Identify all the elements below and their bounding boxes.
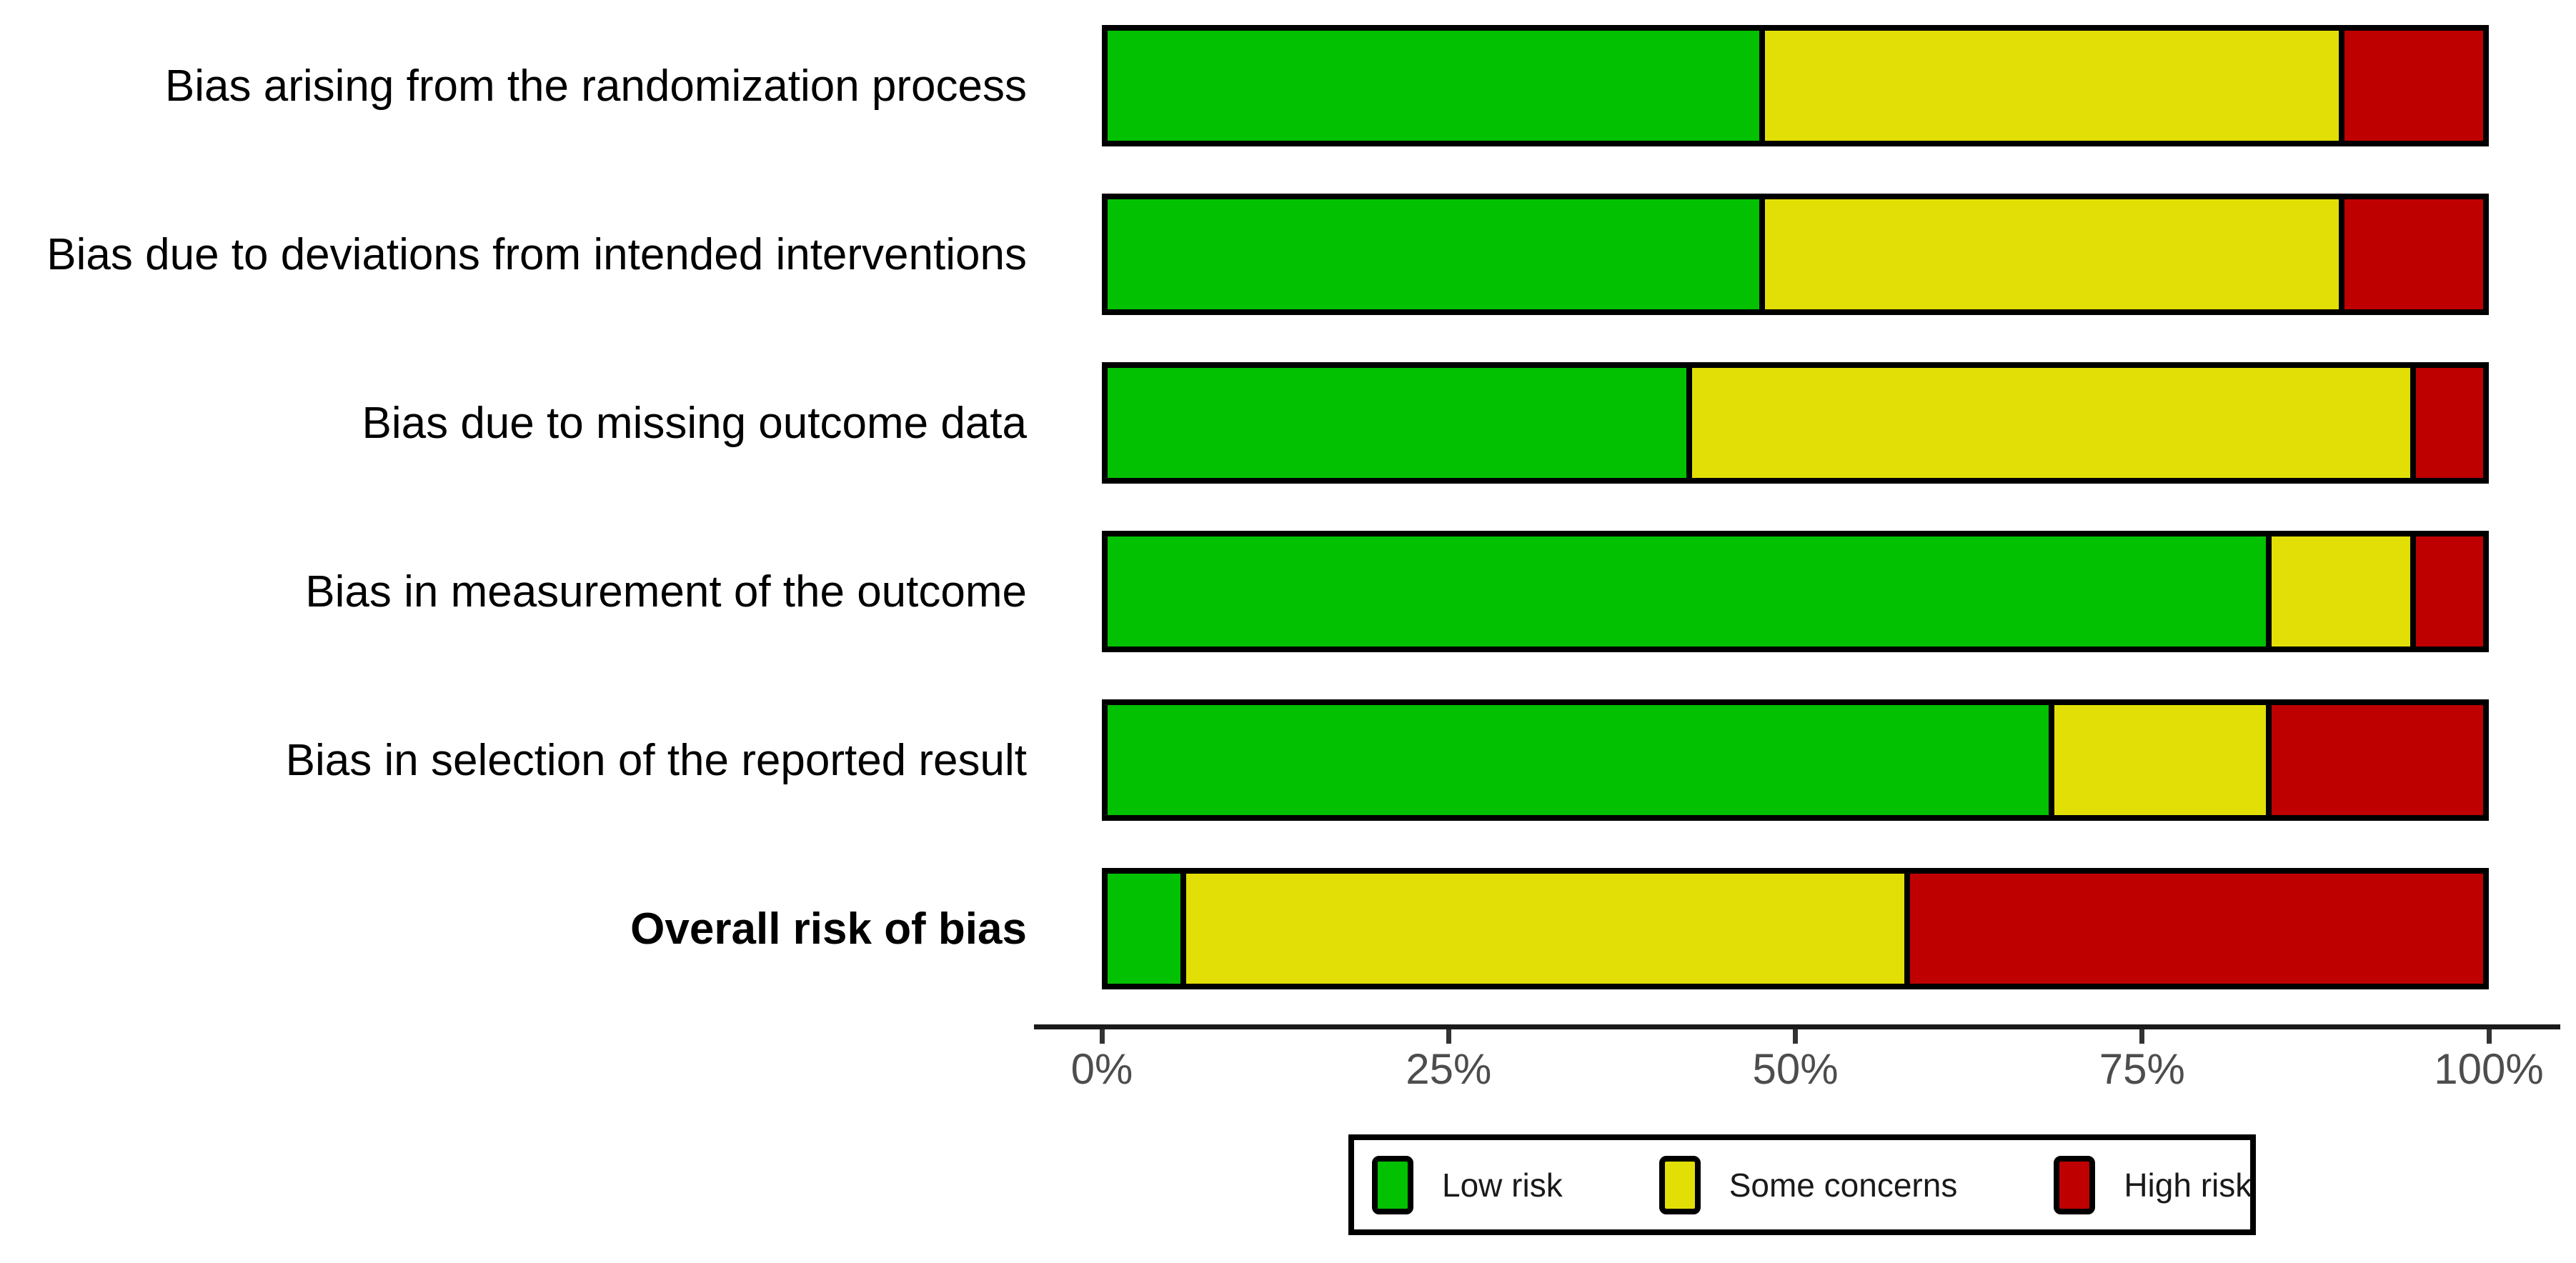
bar-segment-high-risk — [2410, 368, 2483, 478]
category-label: Bias in selection of the reported result — [285, 735, 1027, 785]
bar-segment-some-concerns — [1759, 31, 2339, 141]
bar-segment-low-risk — [1108, 705, 2049, 815]
category-label: Bias due to missing outcome data — [362, 398, 1027, 448]
legend-label: Low risk — [1442, 1166, 1563, 1204]
bar-segment-some-concerns — [2265, 536, 2410, 647]
bar-segment-high-risk — [2338, 199, 2483, 309]
stacked-bar — [1102, 868, 2489, 989]
stacked-bar — [1102, 531, 2489, 652]
legend-swatch-some-concerns — [1659, 1155, 1701, 1214]
legend: Low risk Some concerns High risk — [1348, 1134, 2256, 1235]
bar-segment-low-risk — [1108, 874, 1181, 984]
legend-item: Low risk — [1372, 1155, 1563, 1214]
x-axis-tick — [2139, 1029, 2145, 1044]
category-label: Bias due to deviations from intended int… — [46, 229, 1027, 279]
legend-swatch-high-risk — [2054, 1155, 2096, 1214]
category-label: Overall risk of bias — [630, 904, 1027, 954]
stacked-bar — [1102, 362, 2489, 484]
bar-segment-some-concerns — [1180, 874, 1904, 984]
bar-segment-low-risk — [1108, 368, 1687, 478]
stacked-bar — [1102, 699, 2489, 821]
bar-segment-high-risk — [2265, 705, 2483, 815]
bar-segment-some-concerns — [2048, 705, 2266, 815]
legend-item: Some concerns — [1659, 1155, 1958, 1214]
x-axis-line — [1034, 1024, 2560, 1029]
x-axis-tick-label: 50% — [1752, 1045, 1839, 1093]
stacked-bar — [1102, 25, 2489, 146]
x-axis-tick — [1099, 1029, 1105, 1044]
x-axis-tick-label: 0% — [1070, 1045, 1133, 1093]
legend-label: High risk — [2124, 1166, 2252, 1204]
x-axis-tick-label: 100% — [2434, 1045, 2544, 1093]
bar-segment-low-risk — [1108, 31, 1760, 141]
x-axis-tick — [2486, 1029, 2492, 1044]
bar-segment-some-concerns — [1686, 368, 2410, 478]
x-axis-tick — [1446, 1029, 1451, 1044]
category-label: Bias in measurement of the outcome — [305, 566, 1027, 616]
stacked-bar — [1102, 194, 2489, 315]
category-label: Bias arising from the randomization proc… — [164, 61, 1027, 111]
bar-segment-low-risk — [1108, 536, 2266, 647]
bar-segment-some-concerns — [1759, 199, 2339, 309]
legend-item: High risk — [2054, 1155, 2252, 1214]
bar-segment-high-risk — [2410, 536, 2483, 647]
bar-segment-high-risk — [1904, 874, 2483, 984]
legend-swatch-low-risk — [1372, 1155, 1413, 1214]
x-axis-tick-label: 25% — [1406, 1045, 1492, 1093]
x-axis-tick-label: 75% — [2099, 1045, 2185, 1093]
legend-label: Some concerns — [1729, 1166, 1958, 1204]
bar-segment-high-risk — [2338, 31, 2483, 141]
bar-segment-low-risk — [1108, 199, 1760, 309]
x-axis-tick — [1793, 1029, 1798, 1044]
